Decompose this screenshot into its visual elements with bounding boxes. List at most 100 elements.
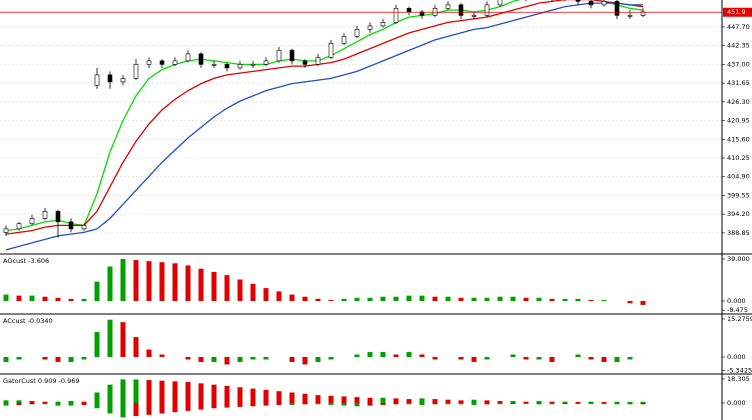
gator-bar	[328, 402, 334, 405]
gator-bar	[562, 402, 568, 405]
candle-body	[107, 74, 113, 83]
histogram-bar	[315, 298, 321, 302]
gator-bar	[575, 402, 581, 404]
y-tick-label: 0.000	[727, 297, 746, 305]
histogram-bar	[237, 357, 243, 362]
panel-title: AOcust -3.606	[3, 257, 49, 265]
gator-bar	[484, 402, 490, 405]
histogram-bar	[484, 297, 490, 302]
gator-bar	[302, 393, 308, 403]
candle-body	[42, 211, 48, 219]
candle-body	[237, 64, 243, 69]
panel	[0, 0, 722, 251]
gator-bar	[549, 402, 555, 405]
histogram-bar	[549, 357, 555, 362]
histogram-bar	[549, 298, 555, 302]
candle-body	[289, 50, 295, 62]
gator-bar	[81, 402, 87, 405]
gator-bar	[471, 402, 477, 405]
histogram-bar	[81, 357, 87, 360]
histogram-bar	[380, 296, 386, 302]
gator-bar	[432, 402, 438, 405]
gator-bar	[120, 402, 126, 418]
candle-body	[55, 211, 61, 223]
histogram-bar	[562, 298, 568, 302]
gator-bar	[289, 392, 295, 403]
gator-bar	[224, 402, 230, 408]
candle-body	[94, 74, 100, 86]
gator-bar	[198, 383, 204, 403]
gator-bar	[549, 401, 555, 403]
gator-bar	[133, 379, 139, 403]
histogram-bar	[458, 357, 464, 360]
gator-bar	[107, 384, 113, 403]
candle-body	[367, 25, 373, 30]
histogram-bar	[354, 354, 360, 358]
candle-body	[263, 60, 269, 65]
histogram-bar	[627, 301, 633, 304]
gator-bar	[224, 385, 230, 403]
y-tick-label: 0.000	[727, 399, 746, 407]
histogram-bar	[3, 294, 9, 302]
gator-bar	[172, 381, 178, 403]
candle-body	[380, 22, 386, 27]
candle-body	[198, 53, 204, 65]
gator-bar	[16, 400, 22, 403]
histogram-bar	[237, 279, 243, 302]
candle-body	[588, 1, 594, 6]
histogram-bar	[588, 357, 594, 360]
gator-bar	[601, 401, 607, 403]
y-tick-label: 39.000	[727, 255, 750, 263]
gator-bar	[250, 388, 256, 403]
candle-body	[81, 225, 87, 230]
y-tick-label: 437.00	[727, 60, 750, 68]
histogram-bar	[484, 357, 490, 360]
histogram-bar	[575, 298, 581, 302]
gator-bar	[146, 402, 152, 415]
gator-bar	[328, 395, 334, 403]
gator-bar	[146, 380, 152, 403]
gator-bar	[315, 402, 321, 405]
candle-body	[211, 64, 217, 66]
histogram-bar	[445, 296, 451, 302]
gator-bar	[614, 401, 620, 403]
gator-bar	[16, 402, 22, 405]
y-tick-label: 388.85	[727, 229, 750, 237]
gator-bar	[575, 401, 581, 403]
gator-bar	[484, 400, 490, 403]
histogram-bar	[419, 354, 425, 358]
gator-bar	[627, 402, 633, 405]
histogram-bar	[354, 297, 360, 302]
histogram-bar	[393, 296, 399, 302]
gator-bar	[315, 395, 321, 403]
y-tick-label: 442.35	[727, 42, 750, 50]
candle-body	[185, 53, 191, 62]
histogram-bar	[133, 337, 139, 358]
gator-bar	[237, 387, 243, 403]
gator-bar	[406, 402, 412, 405]
gator-bar	[263, 389, 269, 403]
histogram-bar	[367, 352, 373, 358]
gator-bar	[263, 402, 269, 406]
panel-title: GatorCust 0.909 -0.969	[3, 377, 80, 385]
candle-body	[471, 15, 477, 17]
gator-bar	[81, 401, 87, 403]
histogram-bar	[471, 297, 477, 302]
histogram-bar	[536, 297, 542, 302]
gator-bar	[458, 400, 464, 403]
histogram-bar	[29, 295, 35, 302]
gator-bar	[185, 402, 191, 411]
histogram-bar	[523, 297, 529, 302]
candle-body	[68, 221, 74, 230]
y-tick-label: 447.70	[727, 23, 750, 31]
candle-body	[276, 50, 282, 62]
gator-bar	[198, 402, 204, 410]
gator-bar	[562, 401, 568, 403]
panel	[3, 319, 646, 365]
histogram-bar	[328, 299, 334, 302]
candle-body	[601, 1, 607, 6]
gator-bar	[185, 382, 191, 403]
gator-bar	[341, 396, 347, 403]
gator-bar	[42, 401, 48, 403]
